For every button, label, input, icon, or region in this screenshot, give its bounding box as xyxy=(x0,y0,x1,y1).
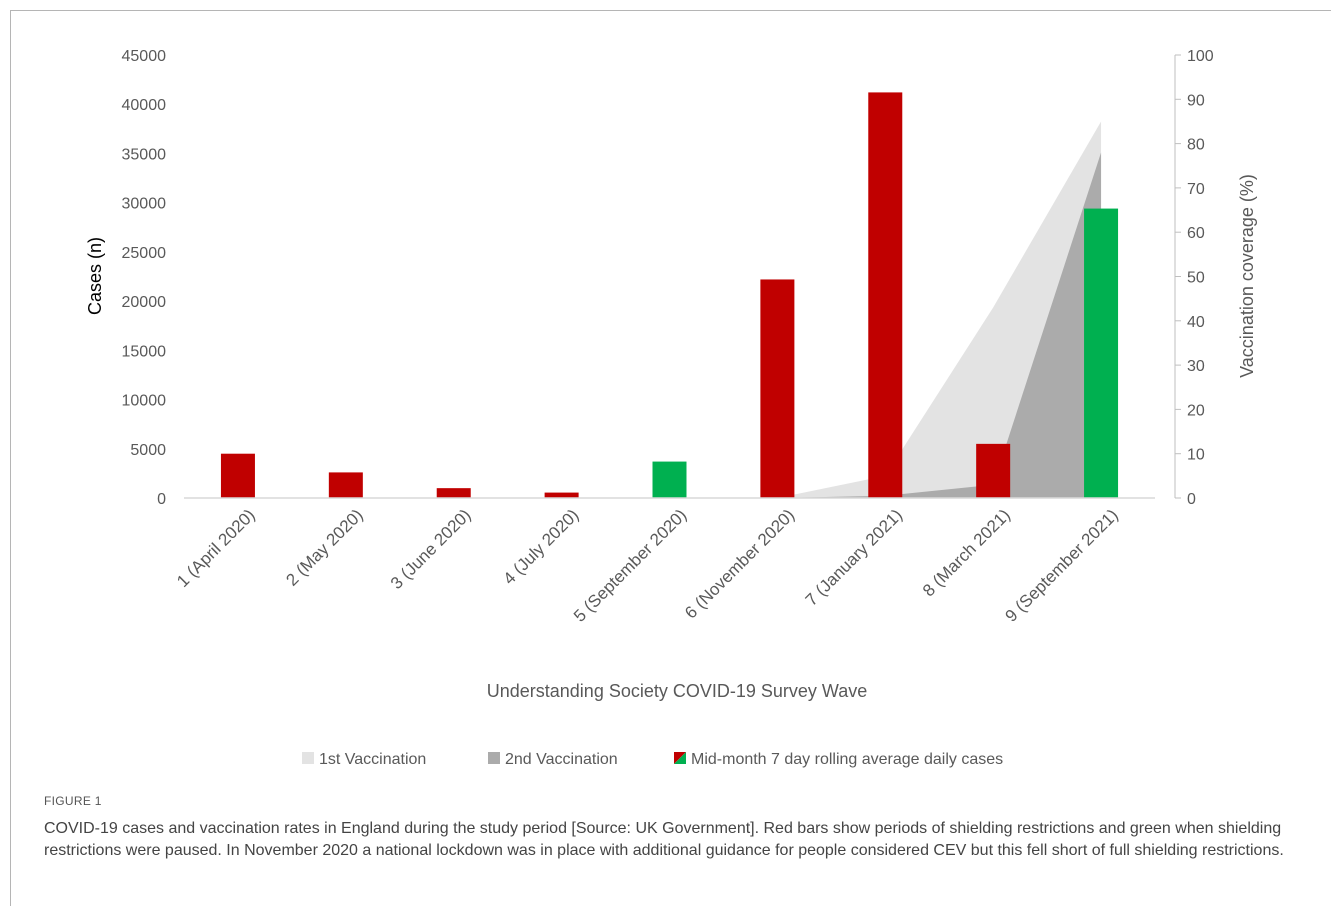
legend-label: 1st Vaccination xyxy=(319,751,426,768)
bar xyxy=(976,443,1011,498)
y2-tick-label: 90 xyxy=(1187,92,1205,109)
x-tick-label: 4 (July 2020) xyxy=(500,505,583,588)
vaccination-areas xyxy=(777,121,1102,498)
legend-swatch-green xyxy=(674,752,686,764)
x-tick-label: 1 (April 2020) xyxy=(173,505,259,591)
legend-label: 2nd Vaccination xyxy=(505,751,618,768)
y-tick-label: 40000 xyxy=(122,97,167,114)
y-tick-label: 25000 xyxy=(122,245,167,262)
y-tick-label: 20000 xyxy=(122,294,167,311)
x-tick-label: 2 (May 2020) xyxy=(282,505,366,589)
y-tick-label: 5000 xyxy=(130,442,166,459)
x-tick-label: 3 (June 2020) xyxy=(387,505,475,593)
y2-tick-label: 30 xyxy=(1187,358,1205,375)
legend-swatch xyxy=(302,752,314,764)
x-tick-label: 9 (September 2021) xyxy=(1002,505,1122,625)
y-tick-label: 0 xyxy=(157,491,166,508)
right-axis-ticks: 0 10 20 30 40 50 60 70 80 90 100 xyxy=(1175,48,1214,508)
legend-swatch xyxy=(488,752,500,764)
x-tick-label: 8 (March 2021) xyxy=(919,505,1014,600)
y-tick-label: 35000 xyxy=(122,146,167,163)
y-tick-label: 45000 xyxy=(122,48,167,65)
legend-label: Mid-month 7 day rolling average daily ca… xyxy=(691,751,1003,768)
y2-tick-label: 80 xyxy=(1187,137,1205,154)
y2-tick-label: 40 xyxy=(1187,314,1205,331)
x-tick-label: 5 (September 2020) xyxy=(570,505,690,625)
bar xyxy=(544,492,579,498)
y2-tick-label: 50 xyxy=(1187,270,1205,287)
bar xyxy=(1084,208,1119,498)
y2-axis-title: Vaccination coverage (%) xyxy=(1237,174,1257,378)
caption-label: FIGURE 1 xyxy=(44,794,102,808)
chart: 0 5000 10000 15000 20000 25000 30000 35000 40000… xyxy=(85,48,1257,768)
bar xyxy=(868,92,903,499)
figure-frame xyxy=(10,10,1331,906)
y2-tick-label: 70 xyxy=(1187,181,1205,198)
y2-tick-label: 10 xyxy=(1187,447,1205,464)
bar xyxy=(652,461,687,498)
y-axis-title: Cases (n) xyxy=(85,237,105,315)
y-tick-label: 30000 xyxy=(122,196,167,213)
caption-text: COVID-19 cases and vaccination rates in … xyxy=(44,820,1284,859)
y2-tick-label: 60 xyxy=(1187,225,1205,242)
legend: 1st Vaccination 2nd Vaccination Mid-month … xyxy=(302,751,1003,768)
bar xyxy=(328,472,363,498)
y-tick-label: 10000 xyxy=(122,393,167,410)
area-series-2 xyxy=(777,152,1102,498)
x-tick-label: 6 (November 2020) xyxy=(681,505,798,622)
bar xyxy=(220,453,255,498)
y2-tick-label: 100 xyxy=(1187,48,1214,65)
category-labels: 1 (April 2020) 2 (May 2020) 3 (June 2020) 4… xyxy=(173,505,1122,625)
figure-caption: FIGURE 1 COVID-19 cases and vaccination … xyxy=(44,794,1284,862)
left-axis-ticks: 0 5000 10000 15000 20000 25000 30000 35000 40000… xyxy=(122,48,167,508)
x-tick-label: 7 (January 2021) xyxy=(802,505,906,609)
y2-tick-label: 0 xyxy=(1187,491,1196,508)
case-bars xyxy=(220,92,1119,499)
bar xyxy=(760,279,795,498)
bar xyxy=(436,488,471,498)
y2-tick-label: 20 xyxy=(1187,402,1205,419)
y-tick-label: 15000 xyxy=(122,343,167,360)
x-axis-title: Understanding Society COVID-19 Survey Wa… xyxy=(487,681,868,701)
